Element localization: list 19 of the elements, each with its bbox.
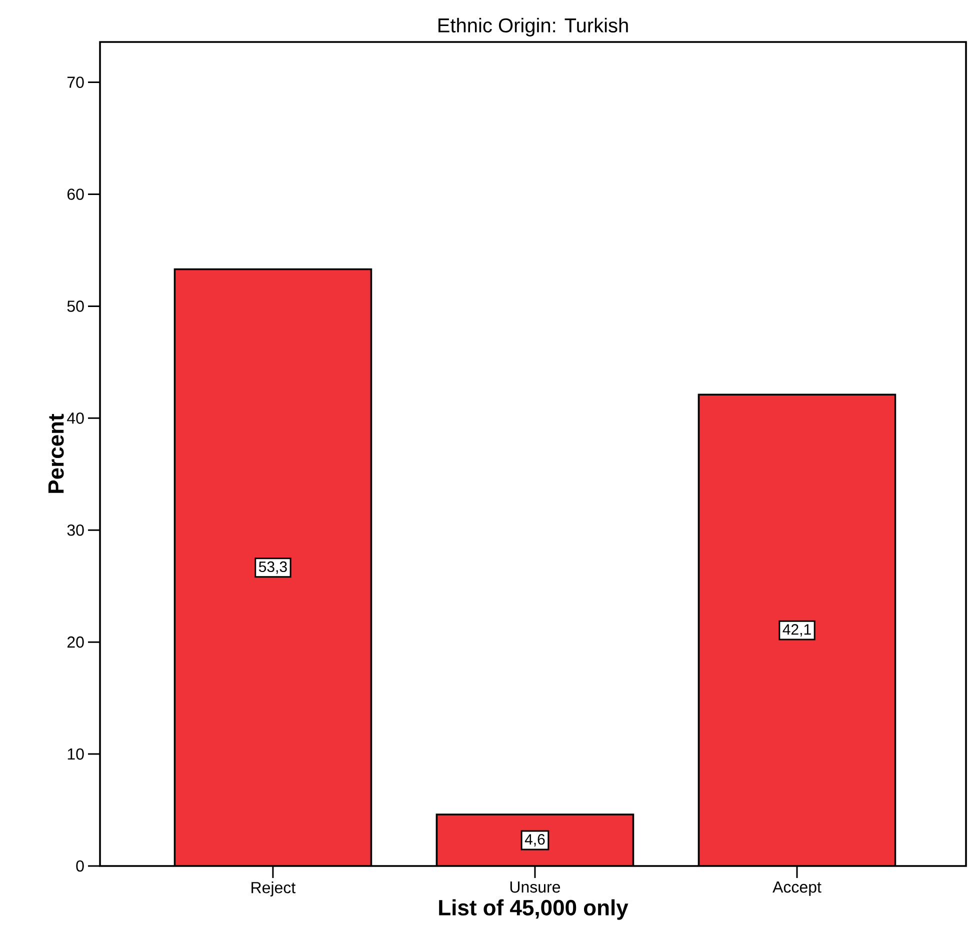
y-tick-label: 60 bbox=[67, 188, 84, 200]
bar bbox=[174, 268, 372, 866]
y-tick-label: 50 bbox=[67, 300, 84, 312]
x-tick-label: Accept bbox=[772, 882, 822, 896]
x-axis-title: List of 45,000 only bbox=[439, 899, 628, 920]
y-tick-label: 10 bbox=[68, 748, 84, 760]
y-tick-label: 70 bbox=[67, 76, 84, 88]
chart-title: Ethnic Origin: Turkish bbox=[438, 18, 628, 36]
y-tick-label: 0 bbox=[76, 860, 84, 872]
y-tick-label: 30 bbox=[67, 524, 84, 536]
data-label: 53,3 bbox=[258, 561, 287, 574]
y-tick-label: 40 bbox=[67, 412, 84, 424]
y-tick-label: 20 bbox=[67, 636, 84, 648]
data-label: 42,1 bbox=[782, 624, 811, 637]
y-axis-title: Percent bbox=[48, 414, 64, 493]
data-label: 4,6 bbox=[524, 834, 545, 846]
x-tick-label: Reject bbox=[252, 882, 296, 896]
x-tick-label: Unsure bbox=[510, 882, 560, 893]
bar bbox=[698, 394, 896, 866]
